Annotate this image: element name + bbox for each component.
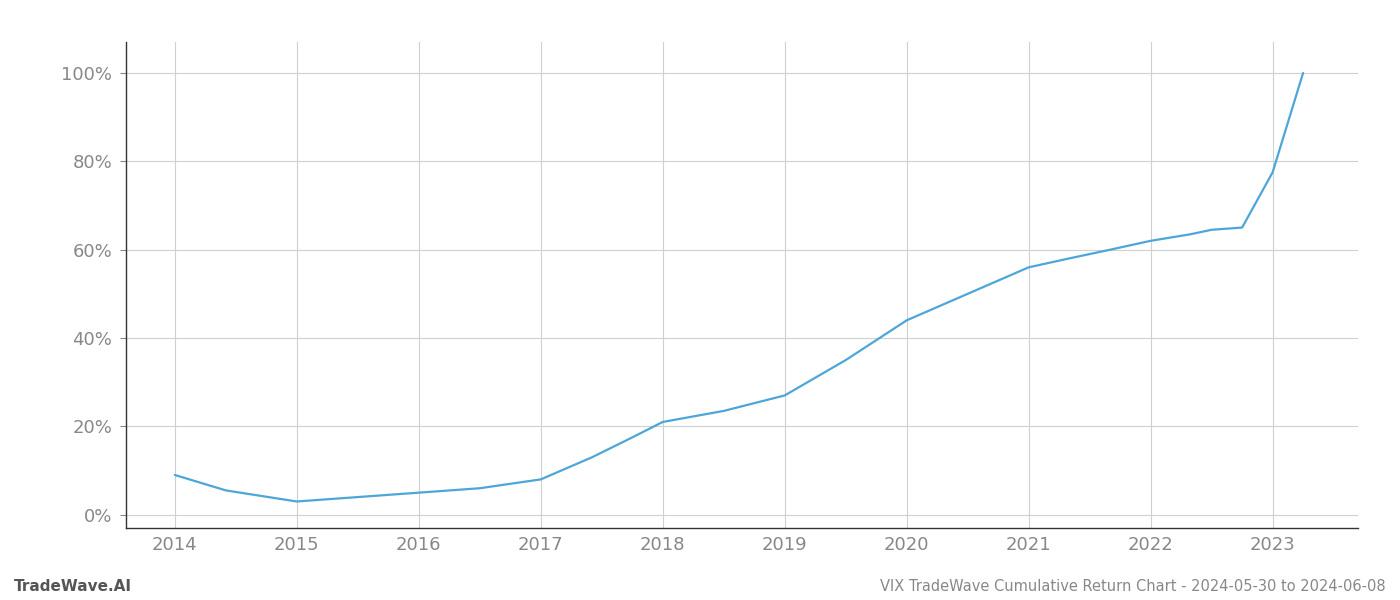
Text: TradeWave.AI: TradeWave.AI (14, 579, 132, 594)
Text: VIX TradeWave Cumulative Return Chart - 2024-05-30 to 2024-06-08: VIX TradeWave Cumulative Return Chart - … (881, 579, 1386, 594)
